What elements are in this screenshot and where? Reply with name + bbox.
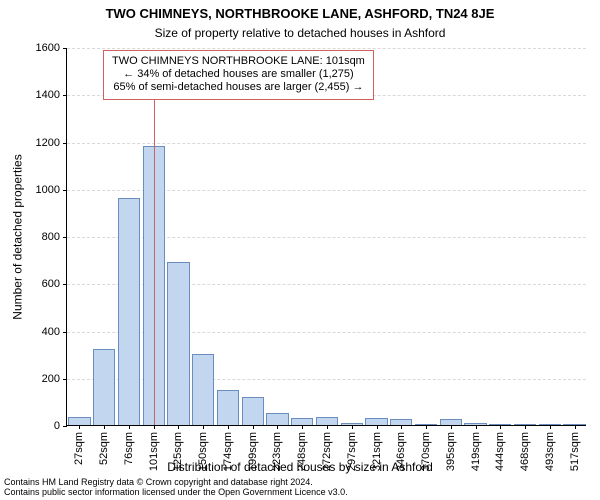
histogram-bar bbox=[365, 418, 387, 425]
y-tick-label: 1200 bbox=[6, 137, 60, 149]
y-tick-label: 200 bbox=[6, 373, 60, 385]
y-tick-label: 0 bbox=[6, 420, 60, 432]
histogram-bar bbox=[316, 417, 338, 425]
footer-attribution: Contains HM Land Registry data © Crown c… bbox=[4, 478, 596, 498]
plot-area: 27sqm52sqm76sqm101sqm125sqm150sqm174sqm1… bbox=[66, 48, 586, 426]
histogram-bar bbox=[242, 397, 264, 425]
chart-title: TWO CHIMNEYS, NORTHBROOKE LANE, ASHFORD,… bbox=[0, 6, 600, 21]
x-axis-label: Distribution of detached houses by size … bbox=[0, 460, 600, 474]
annotation-line: 65% of semi-detached houses are larger (… bbox=[112, 81, 365, 94]
chart-subtitle: Size of property relative to detached ho… bbox=[0, 26, 600, 40]
histogram-bar bbox=[167, 262, 189, 425]
annotation-box: TWO CHIMNEYS NORTHBROOKE LANE: 101sqm← 3… bbox=[103, 50, 374, 100]
y-tick-label: 800 bbox=[6, 231, 60, 243]
histogram-bar bbox=[68, 417, 90, 425]
histogram-bar bbox=[291, 418, 313, 425]
annotation-line: TWO CHIMNEYS NORTHBROOKE LANE: 101sqm bbox=[112, 55, 365, 68]
grid-line bbox=[67, 48, 586, 49]
histogram-bar bbox=[217, 390, 239, 425]
histogram-bar bbox=[118, 198, 140, 425]
histogram-bar bbox=[192, 354, 214, 425]
reference-line bbox=[154, 73, 155, 425]
footer-line: Contains public sector information licen… bbox=[4, 488, 596, 498]
annotation-line: ← 34% of detached houses are smaller (1,… bbox=[112, 68, 365, 81]
y-tick-label: 400 bbox=[6, 326, 60, 338]
y-tick-label: 1000 bbox=[6, 184, 60, 196]
y-tick-label: 1400 bbox=[6, 89, 60, 101]
y-tick-label: 1600 bbox=[6, 42, 60, 54]
histogram-bar bbox=[93, 349, 115, 425]
grid-line bbox=[67, 143, 586, 144]
histogram-bar bbox=[266, 413, 288, 425]
y-tick-label: 600 bbox=[6, 278, 60, 290]
